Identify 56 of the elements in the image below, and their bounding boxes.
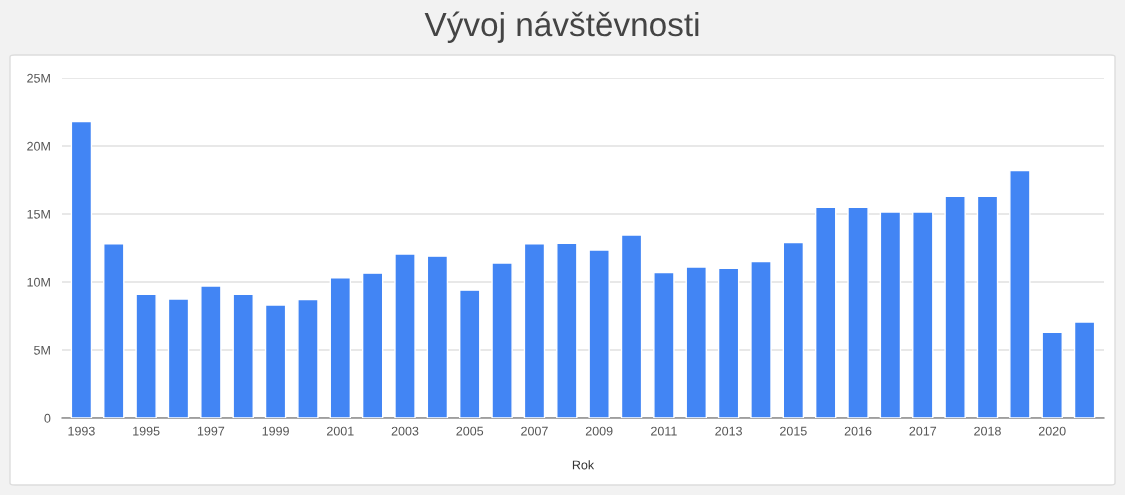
x-tick-label: 1997 (197, 426, 225, 436)
bar (620, 234, 643, 418)
x-tick-label: 2003 (391, 426, 419, 436)
bar (685, 266, 707, 418)
bar (103, 243, 125, 418)
x-tick-label: 2009 (585, 426, 613, 436)
x-tick-label: 2017 (909, 426, 937, 436)
x-tick-label: 2018 (974, 426, 1001, 436)
bar (135, 293, 157, 418)
bar (297, 298, 319, 418)
x-tick-label: 2015 (780, 426, 807, 436)
bar (944, 195, 966, 418)
y-tick-label: 20M (27, 141, 50, 151)
y-tick-label: 5M (34, 345, 50, 355)
y-tick-label: 0 (44, 413, 51, 423)
bar (588, 249, 610, 418)
bar (70, 120, 93, 418)
bar (1009, 169, 1031, 418)
x-tick-label: 2007 (521, 426, 548, 436)
x-tick-label: 1995 (133, 426, 160, 436)
bar (717, 267, 740, 418)
bar (232, 293, 254, 418)
x-tick-label: 2020 (1038, 426, 1066, 436)
bar (523, 243, 546, 418)
chart-title: Vývoj návštěvnosti (424, 11, 699, 43)
bar (459, 289, 481, 418)
bar (847, 206, 869, 418)
x-axis-title: Rok (572, 460, 595, 470)
x-tick-label: 1993 (68, 426, 95, 436)
x-tick-label: 2001 (327, 426, 354, 436)
bar (167, 298, 190, 418)
x-tick-label: 2016 (844, 426, 872, 436)
bar (1073, 321, 1096, 418)
bar (976, 195, 999, 418)
bar (200, 285, 222, 418)
bar (426, 255, 449, 418)
bar (879, 211, 902, 418)
bar (394, 253, 416, 418)
bar (556, 242, 578, 418)
bar (814, 206, 837, 418)
y-tick-label: 25M (27, 73, 50, 83)
bar (491, 262, 513, 418)
bar (1041, 331, 1063, 418)
bar (361, 272, 384, 418)
x-tick-label: 2005 (456, 426, 484, 436)
bar (264, 304, 287, 418)
bar (912, 211, 934, 418)
bar (329, 277, 352, 418)
y-tick-label: 15M (27, 209, 50, 219)
x-tick-label: 1999 (262, 426, 289, 436)
y-tick-label: 10M (27, 277, 50, 287)
bar (750, 260, 772, 418)
x-tick-label: 2013 (715, 426, 742, 436)
bar (653, 271, 675, 418)
x-tick-label: 2011 (651, 426, 677, 436)
bar (782, 241, 805, 418)
